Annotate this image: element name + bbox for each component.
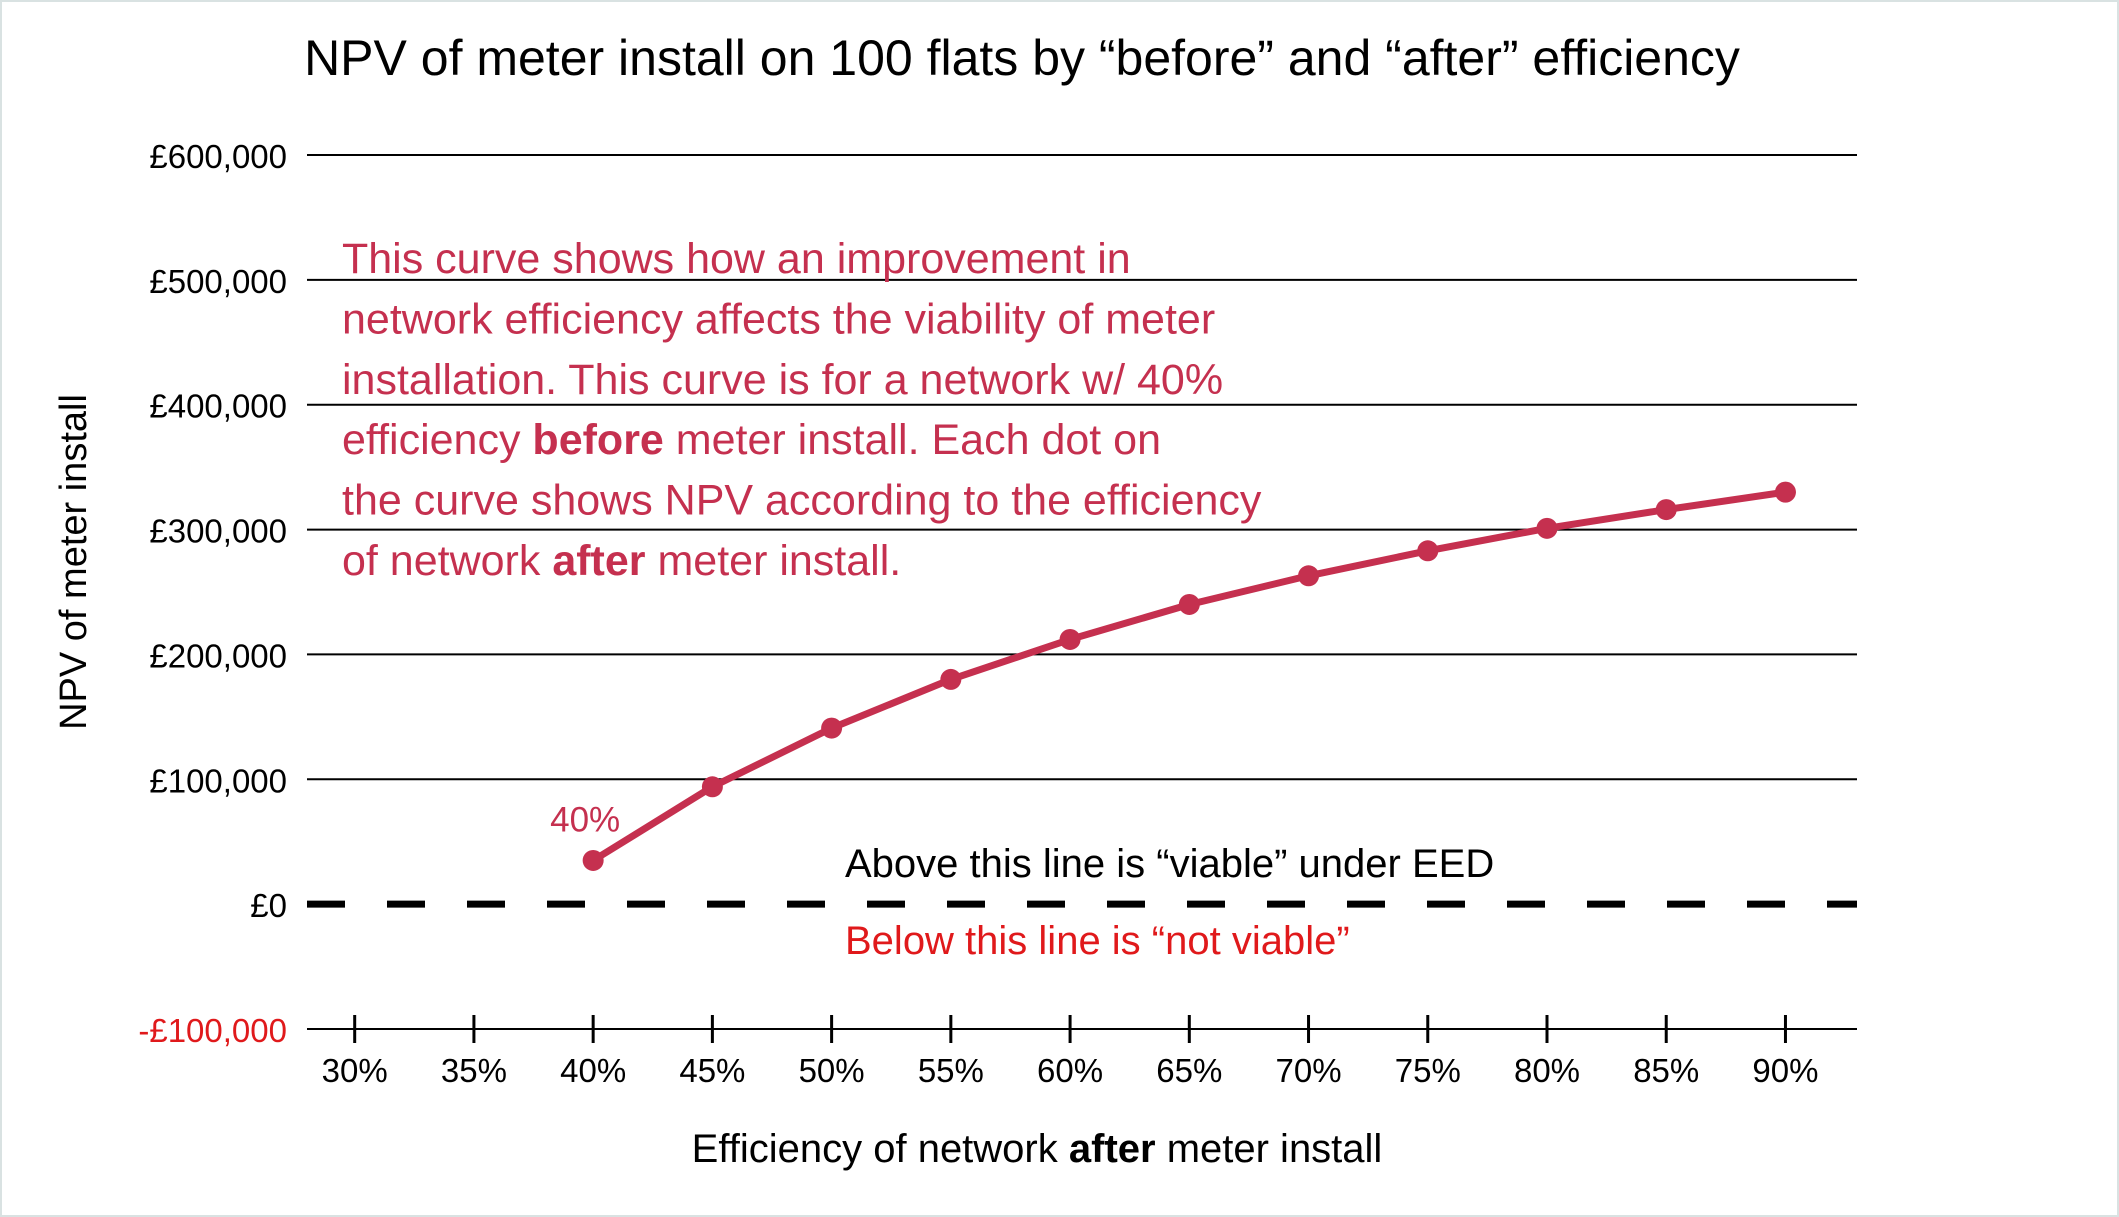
x-tick-label-0: 30%	[322, 1052, 388, 1089]
data-point-2	[821, 717, 843, 739]
y-tick-label-7: £600,000	[149, 138, 287, 175]
x-tick-label-12: 90%	[1752, 1052, 1818, 1089]
x-axis: 30% 35% 40% 45% 50% 55% 60% 65% 70% 75% 80% 85% 90%	[322, 1015, 1818, 1089]
callout-line-1-segment-0: network efficiency affects the viability…	[342, 295, 1215, 343]
data-point-1	[701, 776, 723, 798]
x-tick-label-1: 35%	[441, 1052, 507, 1089]
data-point-3	[940, 668, 962, 690]
x-tick-label-11: 85%	[1633, 1052, 1699, 1089]
y-tick-label-2: £100,000	[149, 762, 287, 799]
y-axis-tick-labels: -£100,000 £0 £100,000 £200,000 £300,000 £400,…	[138, 138, 287, 1049]
annotation-below-line: Below this line is “not viable”	[845, 919, 1350, 963]
callout-line-3-segment-1: before	[532, 416, 663, 464]
y-tick-label-1: £0	[250, 887, 287, 924]
annotations: 40% Above this line is “viable” under EED…	[342, 235, 1494, 963]
annotation-above-line: Above this line is “viable” under EED	[845, 842, 1494, 886]
data-point-10	[1774, 481, 1796, 503]
callout-line-5-segment-0: of network	[342, 537, 552, 585]
x-axis-label: Efficiency of network after meter instal…	[692, 1127, 1383, 1171]
callout-line-3-segment-0: efficiency	[342, 416, 532, 464]
gridlines	[307, 154, 1857, 1030]
y-tick-label-4: £300,000	[149, 513, 287, 550]
x-tick-label-5: 55%	[918, 1052, 984, 1089]
data-point-6	[1298, 565, 1320, 587]
x-tick-label-10: 80%	[1514, 1052, 1580, 1089]
callout-line-5-segment-1: after	[552, 537, 645, 585]
x-axis-label-suffix: meter install	[1156, 1127, 1383, 1171]
data-point-8	[1536, 517, 1558, 539]
data-point-4	[1059, 628, 1081, 650]
callout-line-2-segment-0: installation. This curve is for a networ…	[342, 356, 1223, 404]
x-axis-label-prefix: Efficiency of network	[692, 1127, 1069, 1171]
point-label-40: 40%	[550, 800, 620, 839]
data-point-5	[1178, 593, 1200, 615]
chart-title: NPV of meter install on 100 flats by “be…	[304, 30, 1740, 86]
callout-line-3-segment-2: meter install. Each dot on	[664, 416, 1161, 464]
callout-line-4-segment-0: the curve shows NPV according to the eff…	[342, 477, 1262, 525]
x-tick-label-4: 50%	[799, 1052, 865, 1089]
npv-series	[582, 481, 1796, 871]
data-point-0	[582, 849, 604, 871]
x-tick-label-9: 75%	[1395, 1052, 1461, 1089]
callout-text: This curve shows how an improvement in ne…	[342, 235, 1262, 585]
x-tick-label-3: 45%	[679, 1052, 745, 1089]
x-axis-label-bold: after	[1069, 1127, 1156, 1171]
x-tick-label-2: 40%	[560, 1052, 626, 1089]
x-tick-label-7: 65%	[1156, 1052, 1222, 1089]
y-tick-label-3: £200,000	[149, 637, 287, 674]
x-tick-label-6: 60%	[1037, 1052, 1103, 1089]
callout-line-0-segment-0: This curve shows how an improvement in	[342, 235, 1131, 283]
y-tick-label-0: -£100,000	[138, 1012, 287, 1049]
y-axis-label: NPV of meter install	[53, 394, 95, 730]
data-point-9	[1655, 499, 1677, 521]
x-tick-label-8: 70%	[1276, 1052, 1342, 1089]
callout-line-5-segment-2: meter install.	[646, 537, 902, 585]
data-point-7	[1417, 540, 1439, 562]
y-tick-label-5: £400,000	[149, 388, 287, 425]
y-tick-label-6: £500,000	[149, 263, 287, 300]
